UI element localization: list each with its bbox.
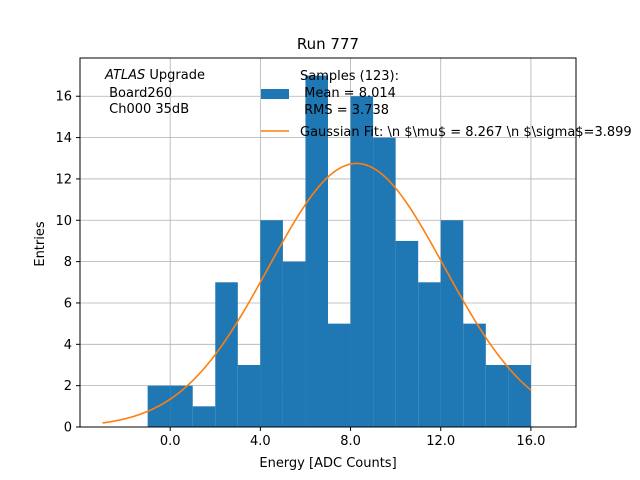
histogram-bar	[192, 406, 216, 427]
histogram-bar	[237, 364, 261, 427]
chart-title: Run 777	[297, 35, 359, 53]
histogram-bar	[440, 220, 464, 427]
histogram-bar	[395, 240, 419, 427]
y-tick-label: 14	[55, 131, 72, 146]
histogram-bar	[350, 96, 374, 427]
histogram-bar	[305, 75, 328, 428]
histogram-bar	[170, 385, 193, 427]
atlas-annotation: ATLAS Upgrade Board260 Ch000 35dB	[104, 68, 205, 117]
plot-frame	[79, 57, 577, 428]
histogram-bar	[508, 364, 531, 427]
histogram-bars	[147, 75, 531, 428]
legend-fit-label: Gaussian Fit: \n $\mu$ = 8.267 \n $\sigm…	[300, 125, 632, 140]
y-tick-label: 10	[55, 214, 72, 229]
histogram-bar	[282, 261, 306, 427]
y-tick-label: 6	[64, 296, 72, 311]
annotation-rest: Upgrade	[145, 68, 205, 83]
y-tick-label: 4	[64, 338, 72, 353]
histogram-bar	[485, 364, 509, 427]
y-tick-label: 16	[55, 90, 72, 105]
x-tick-label: 8.0	[340, 434, 361, 449]
legend-samples-line-2: Mean = 8.014	[300, 86, 396, 101]
histogram-bar	[260, 220, 283, 427]
legend-samples-swatch	[261, 89, 289, 99]
annotation-italic: ATLAS	[104, 68, 145, 83]
histogram-bar	[418, 282, 441, 427]
x-tick-label: 0.0	[160, 434, 181, 449]
x-axis-ticks: 0.0 4.0 8.0 12.0 16.0	[160, 427, 545, 449]
legend-samples-line-1: Samples (123):	[300, 69, 399, 84]
histogram-bar	[373, 137, 396, 427]
annotation-line-3: Ch000 35dB	[105, 102, 189, 117]
histogram-bar	[328, 323, 351, 427]
y-tick-label: 2	[64, 379, 72, 394]
gaussian-fit-curve	[102, 162, 532, 424]
legend-samples-line-3: RMS = 3.738	[300, 103, 389, 118]
x-tick-label: 4.0	[250, 434, 271, 449]
gaussian-fit-layer	[102, 162, 532, 424]
y-tick-label: 12	[55, 172, 72, 187]
y-axis-title: Entries	[33, 221, 48, 267]
y-tick-label: 0	[64, 421, 72, 436]
x-tick-label: 16.0	[516, 434, 545, 449]
legend: Samples (123): Mean = 8.014 RMS = 3.738 …	[261, 69, 632, 140]
x-tick-label: 12.0	[426, 434, 455, 449]
x-axis-title: Energy [ADC Counts]	[259, 456, 396, 471]
histogram-bar	[215, 282, 238, 427]
annotation-line-2: Board260	[105, 86, 172, 101]
annotation-line-1: ATLAS Upgrade	[104, 68, 205, 83]
histogram-bar	[463, 323, 486, 427]
y-axis-ticks: 0 2 4 6 8 10 12 14 16	[55, 90, 80, 436]
y-tick-label: 8	[64, 255, 72, 270]
